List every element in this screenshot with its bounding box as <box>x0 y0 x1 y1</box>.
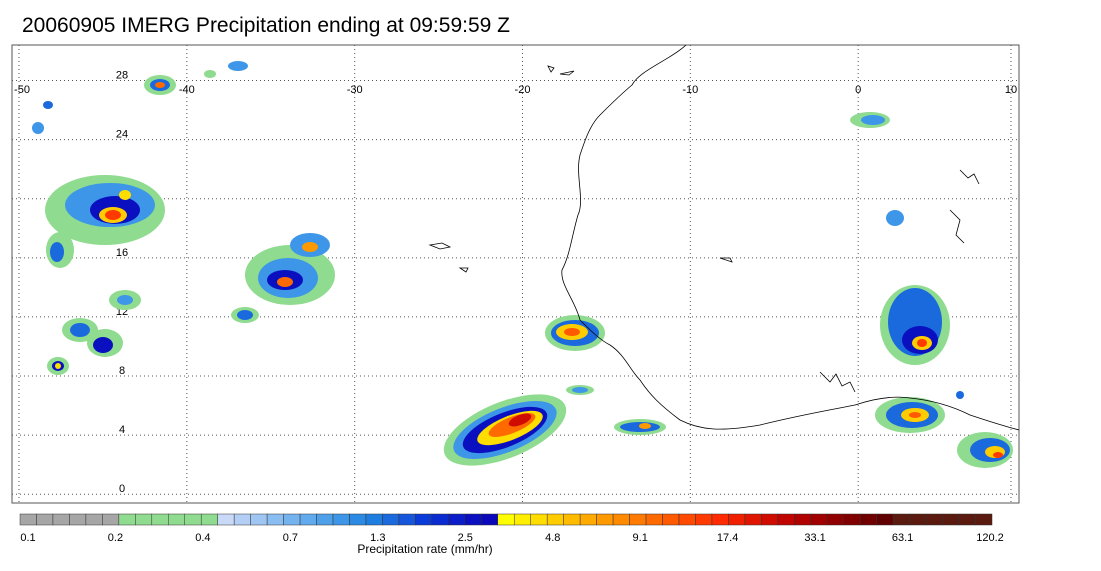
colorbar-swatch <box>135 513 153 526</box>
colorbar-swatch <box>217 513 235 526</box>
colorbar-tick-label: 63.1 <box>892 532 913 544</box>
lon-tick-label: 0 <box>855 84 861 96</box>
colorbar-tick-label: 33.1 <box>804 532 825 544</box>
colorbar-swatch <box>118 513 136 526</box>
colorbar-swatch <box>233 513 251 526</box>
colorbar-swatch <box>168 513 185 526</box>
colorbar-swatch <box>843 513 861 526</box>
colorbar-swatch <box>52 513 70 526</box>
colorbar-swatch <box>546 513 564 526</box>
colorbar <box>19 513 993 526</box>
colorbar-swatch <box>629 513 647 526</box>
lon-tick-label: -50 <box>14 84 30 96</box>
colorbar-swatch <box>876 513 894 526</box>
lat-tick-label: 16 <box>116 247 128 259</box>
coastline <box>428 44 1020 431</box>
colorbar-labels: 0.1 0.2 0.4 0.7 1.3 2.5 4.8 9.1 17.4 33.1 63.1 120.… <box>20 532 1003 544</box>
colorbar-swatch <box>645 513 663 526</box>
colorbar-swatch <box>283 513 301 526</box>
colorbar-swatch <box>349 513 367 526</box>
colorbar-swatch <box>728 513 746 526</box>
colorbar-swatch <box>266 513 284 526</box>
colorbar-swatch <box>481 513 499 526</box>
colorbar-swatch <box>711 513 729 526</box>
colorbar-swatch <box>431 513 449 526</box>
colorbar-swatch <box>332 513 350 526</box>
colorbar-swatch <box>909 513 927 526</box>
colorbar-swatch <box>859 513 877 526</box>
lat-tick-label: 28 <box>116 70 128 82</box>
colorbar-swatch <box>744 513 762 526</box>
longitude-labels: -50 -40 -30 -20 -10 0 10 <box>14 84 1017 96</box>
colorbar-tick-label: 0.4 <box>195 532 210 544</box>
lon-tick-label: -20 <box>515 84 531 96</box>
colorbar-swatch <box>250 513 268 526</box>
colorbar-swatch <box>382 513 400 526</box>
colorbar-swatch <box>69 513 87 526</box>
lon-tick-label: 10 <box>1005 84 1017 96</box>
lat-tick-label: 8 <box>119 365 125 377</box>
colorbar-swatch <box>513 513 531 526</box>
colorbar-swatch <box>85 513 103 526</box>
colorbar-swatch <box>678 513 696 526</box>
colorbar-swatch <box>695 513 713 526</box>
colorbar-title: Precipitation rate (mm/hr) <box>357 542 492 556</box>
colorbar-swatch <box>102 513 120 526</box>
colorbar-swatch <box>36 513 54 526</box>
colorbar-tick-label: 2.5 <box>458 532 473 544</box>
colorbar-swatch <box>299 513 317 526</box>
colorbar-swatch <box>975 513 993 526</box>
lat-tick-label: 24 <box>116 129 128 141</box>
colorbar-tick-label: 120.2 <box>976 532 1004 544</box>
lat-tick-label: 0 <box>119 483 125 495</box>
colorbar-swatch <box>810 513 828 526</box>
colorbar-tick-label: 1.3 <box>370 532 385 544</box>
colorbar-swatch <box>761 513 779 526</box>
colorbar-swatch <box>365 513 383 526</box>
colorbar-swatch <box>316 513 334 526</box>
precipitation-field <box>32 61 1013 468</box>
map-title: 20060905 IMERG Precipitation ending at 0… <box>22 14 510 37</box>
colorbar-swatch <box>200 513 218 526</box>
colorbar-tick-label: 9.1 <box>633 532 648 544</box>
colorbar-swatch <box>530 513 548 526</box>
colorbar-swatch <box>464 513 482 526</box>
colorbar-swatch <box>19 513 37 526</box>
lon-tick-label: -30 <box>347 84 363 96</box>
colorbar-tick-label: 17.4 <box>717 532 738 544</box>
lon-tick-label: -10 <box>682 84 698 96</box>
colorbar-swatch <box>563 513 581 526</box>
colorbar-swatch <box>151 513 169 526</box>
lon-tick-label: -40 <box>179 84 195 96</box>
colorbar-swatch <box>925 513 943 526</box>
colorbar-swatch <box>596 513 614 526</box>
colorbar-swatch <box>612 513 630 526</box>
colorbar-tick-label: 0.2 <box>108 532 123 544</box>
colorbar-swatch <box>398 513 416 526</box>
colorbar-swatch <box>958 513 976 526</box>
colorbar-tick-label: 4.8 <box>545 532 560 544</box>
colorbar-swatch <box>794 513 812 526</box>
colorbar-swatch <box>579 513 597 526</box>
colorbar-swatch <box>184 513 202 526</box>
colorbar-swatch <box>662 513 680 526</box>
colorbar-tick-label: 0.7 <box>283 532 298 544</box>
colorbar-swatch <box>942 513 960 526</box>
lat-tick-label: 4 <box>119 424 125 436</box>
colorbar-swatch <box>448 513 466 526</box>
colorbar-swatch <box>892 513 910 526</box>
colorbar-tick-label: 0.1 <box>20 532 35 544</box>
colorbar-swatch <box>497 513 515 526</box>
colorbar-swatch <box>415 513 433 526</box>
colorbar-swatch <box>827 513 844 526</box>
colorbar-swatch <box>777 513 795 526</box>
